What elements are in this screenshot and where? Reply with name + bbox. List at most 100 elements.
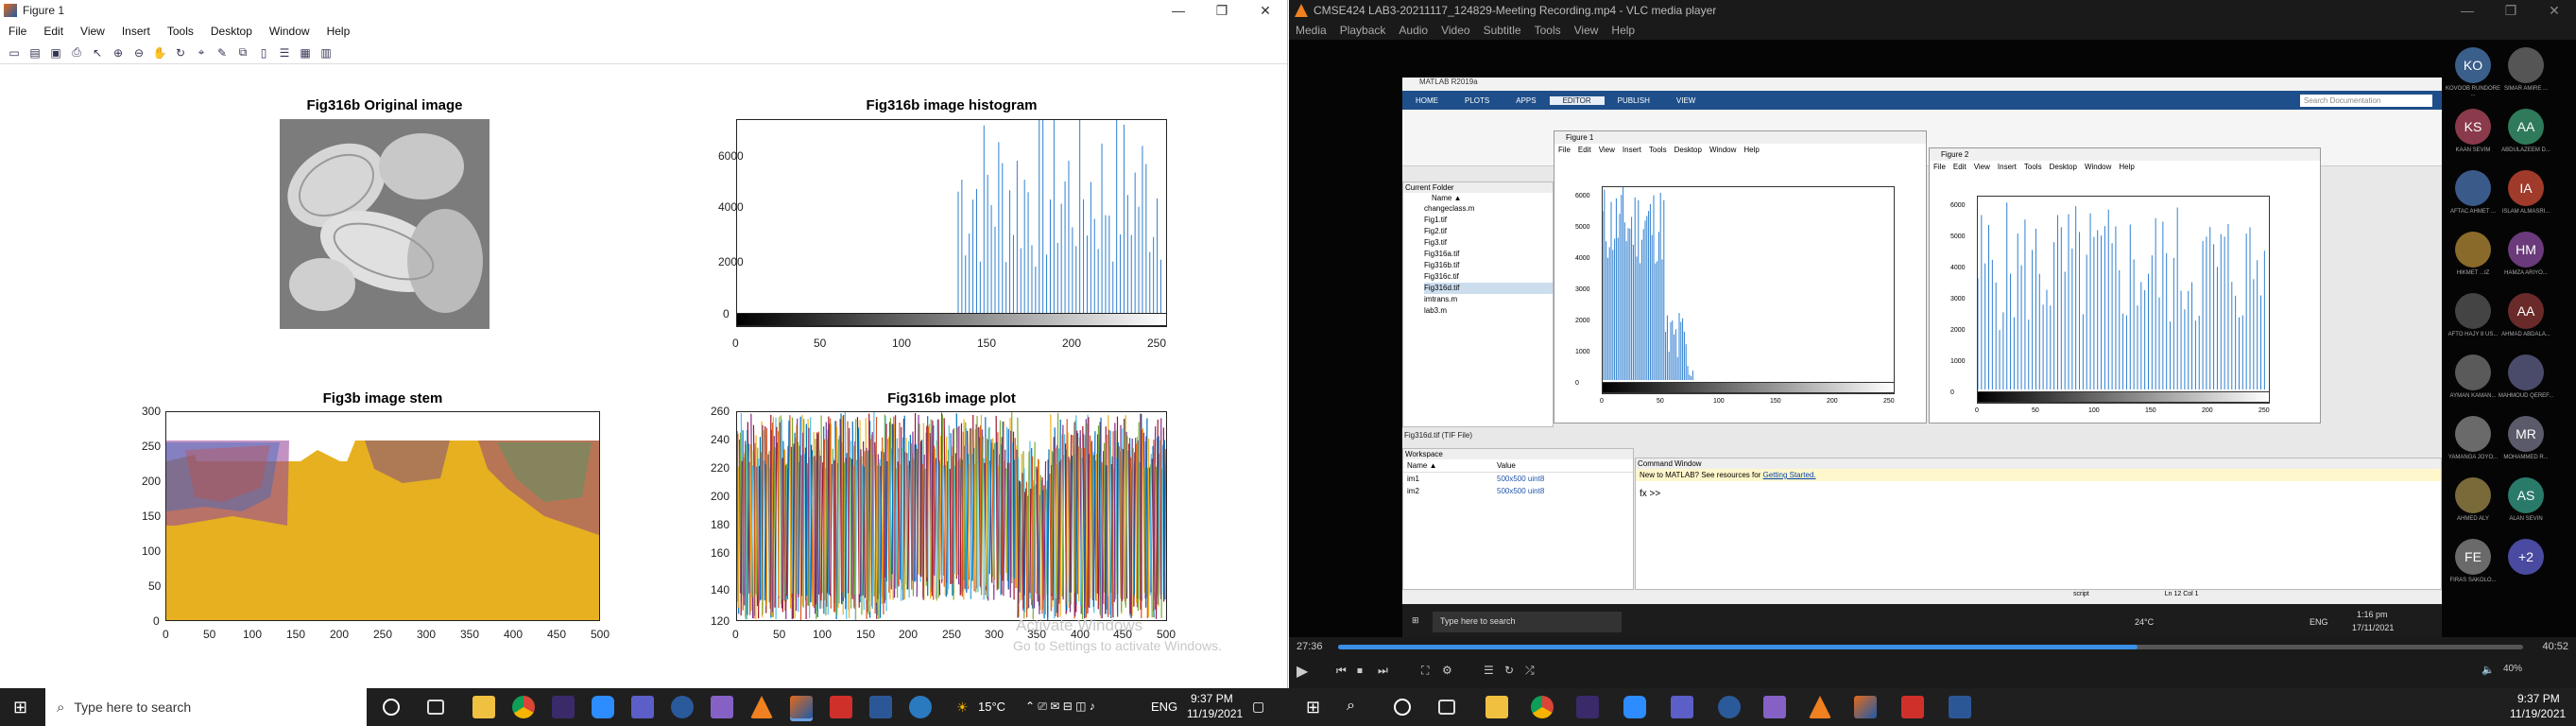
participant-avatar[interactable] <box>2455 232 2491 268</box>
vlc-menu-help[interactable]: Help <box>1611 24 1636 37</box>
vlc-icon[interactable] <box>750 696 773 718</box>
brush-icon[interactable]: ✎ <box>216 45 228 60</box>
file-list-item[interactable]: Fig316d.tif <box>1424 283 1553 294</box>
vlc-menu-view[interactable]: View <box>1573 24 1599 37</box>
chrome-icon-right[interactable] <box>1531 696 1554 718</box>
clock-date[interactable]: 11/19/2021 <box>1187 707 1244 720</box>
open-file-icon[interactable]: ▤ <box>29 45 41 60</box>
command-prompt[interactable]: fx >> <box>1640 489 1661 499</box>
clock-time-right[interactable]: 9:37 PM <box>2517 692 2560 705</box>
participant-avatar[interactable] <box>2455 170 2491 206</box>
ws-var-name[interactable]: im2 <box>1407 487 1419 495</box>
file-explorer-icon[interactable] <box>472 696 495 718</box>
menu-item[interactable]: Help <box>2119 163 2135 171</box>
chrome-icon[interactable] <box>512 696 535 718</box>
file-explorer-icon-right[interactable] <box>1485 696 1508 718</box>
play-button[interactable]: ▶ <box>1297 664 1309 680</box>
tab-publish[interactable]: PUBLISH <box>1617 95 1650 105</box>
tab-view[interactable]: VIEW <box>1675 95 1696 105</box>
participant-avatar[interactable]: AA <box>2508 293 2544 329</box>
file-list-item[interactable]: lab3.m <box>1424 306 1448 315</box>
vlc-menu-audio[interactable]: Audio <box>1399 24 1429 37</box>
task-view-icon-right[interactable] <box>1438 700 1455 715</box>
more-participants-button[interactable]: +2 <box>2508 539 2544 575</box>
participant-avatar[interactable]: HM <box>2508 232 2544 268</box>
participant-avatar[interactable] <box>2455 354 2491 390</box>
ws-var-name[interactable]: im1 <box>1407 475 1419 483</box>
maximize-button[interactable]: ❐ <box>1215 2 1228 18</box>
vlc-menu-media[interactable]: Media <box>1296 24 1327 37</box>
pointer-icon[interactable]: ↖ <box>92 45 103 60</box>
stop-button[interactable]: ⏹ <box>1357 664 1364 677</box>
taskbar-search-box[interactable]: ⌕ Type here to search <box>45 688 367 726</box>
file-list-item[interactable]: Fig316b.tif <box>1424 261 1460 269</box>
visual-studio-icon-right[interactable] <box>1763 696 1786 718</box>
print-icon[interactable]: ⎙ <box>72 45 81 59</box>
command-window[interactable]: Command Window New to MATLAB? See resour… <box>1635 458 2442 590</box>
vlc-maximize-button[interactable]: ❐ <box>2504 2 2517 18</box>
word-icon[interactable] <box>869 696 892 718</box>
start-icon[interactable]: ⊞ <box>13 698 28 717</box>
weather-icon[interactable]: ☀ <box>956 700 969 715</box>
volume-icon[interactable]: 🔈 <box>2482 665 2495 676</box>
pdf-icon-right[interactable] <box>1901 696 1924 718</box>
word-icon-right[interactable] <box>1949 696 1971 718</box>
participant-avatar[interactable] <box>2455 477 2491 513</box>
menu-item[interactable]: File <box>1933 163 1946 171</box>
start-icon-right[interactable]: ⊞ <box>1306 698 1321 717</box>
extended-settings-button[interactable]: ⚙ <box>1442 664 1452 677</box>
cortana-icon-right[interactable] <box>1394 699 1411 716</box>
visual-studio-icon[interactable] <box>711 696 733 718</box>
task-view-icon[interactable] <box>427 700 444 715</box>
playlist-button[interactable]: ☰ <box>1484 664 1494 677</box>
vlc-menu-video[interactable]: Video <box>1441 24 1470 37</box>
menu-desktop[interactable]: Desktop <box>210 25 252 38</box>
participant-avatar[interactable]: KO <box>2455 47 2491 83</box>
menu-insert[interactable]: Insert <box>121 25 150 38</box>
participant-avatar[interactable]: IA <box>2508 170 2544 206</box>
participant-avatar[interactable] <box>2455 293 2491 329</box>
link-plot-icon[interactable]: ⧉ <box>238 45 248 59</box>
participant-avatar[interactable]: AS <box>2508 477 2544 513</box>
pan-icon[interactable]: ✋ <box>152 45 167 60</box>
participant-avatar[interactable]: AA <box>2508 109 2544 145</box>
menu-view[interactable]: View <box>80 25 105 38</box>
help-icon[interactable] <box>909 696 932 718</box>
menu-window[interactable]: Window <box>268 25 310 38</box>
menu-item[interactable]: Desktop <box>2049 163 2077 171</box>
vlc-menu-tools[interactable]: Tools <box>1534 24 1561 37</box>
app-icon[interactable] <box>671 696 694 718</box>
new-figure-icon[interactable]: ▭ <box>9 45 20 60</box>
file-list-item[interactable]: Fig316c.tif <box>1424 272 1459 281</box>
participant-avatar[interactable] <box>2455 416 2491 452</box>
zoom-in-icon[interactable]: ⊕ <box>112 45 124 60</box>
teams-icon[interactable] <box>631 696 654 718</box>
tab-home[interactable]: HOME <box>1416 95 1438 105</box>
file-list-item[interactable]: Fig1.tif <box>1424 216 1448 224</box>
next-button[interactable]: ⏭ <box>1378 664 1388 677</box>
language-indicator[interactable]: ENG <box>1151 700 1178 714</box>
zoom-icon-right[interactable] <box>1623 696 1646 718</box>
notifications-icon[interactable]: ▢ <box>1252 699 1265 714</box>
volume-level[interactable]: 40% <box>2503 664 2523 674</box>
vlc-close-button[interactable]: ✕ <box>2549 2 2560 18</box>
menu-item[interactable]: View <box>1973 163 1990 171</box>
matlab-search-input[interactable]: Search Documentation <box>2300 94 2432 107</box>
participant-avatar[interactable]: MR <box>2508 416 2544 452</box>
close-button[interactable]: ✕ <box>1260 2 1271 18</box>
data-cursor-icon[interactable]: ⌖ <box>197 45 205 59</box>
terminal-icon-right[interactable] <box>1576 696 1599 718</box>
menu-help[interactable]: Help <box>326 25 351 38</box>
matlab-icon-right[interactable] <box>1854 696 1877 718</box>
shuffle-button[interactable]: ⤮ <box>1525 664 1535 677</box>
menu-item[interactable]: Window <box>2084 163 2112 171</box>
previous-button[interactable]: ⏮ <box>1336 664 1347 677</box>
rotate-icon[interactable]: ↻ <box>175 45 186 60</box>
seek-bar[interactable] <box>1338 645 2523 649</box>
participant-avatar[interactable]: KS <box>2455 109 2491 145</box>
vlc-icon-right[interactable] <box>1809 696 1831 718</box>
menu-item[interactable]: Insert <box>1997 163 2017 171</box>
file-list-item[interactable]: changeclass.m <box>1424 204 1475 213</box>
tab-editor[interactable]: EDITOR <box>1549 95 1605 105</box>
menu-edit[interactable]: Edit <box>43 25 64 38</box>
